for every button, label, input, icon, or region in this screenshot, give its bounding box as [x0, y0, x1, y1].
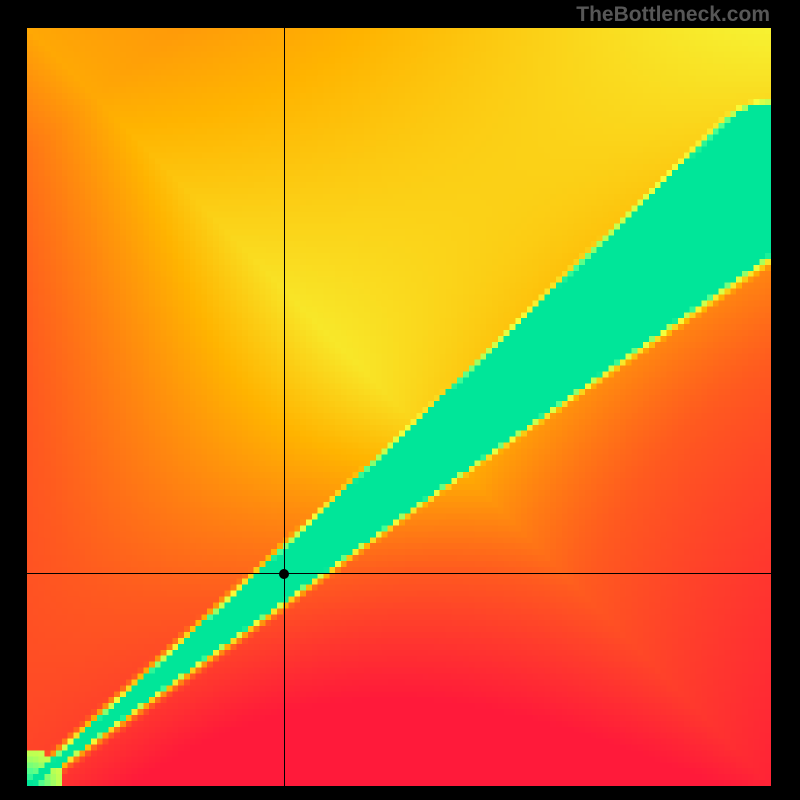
crosshair-vertical: [284, 28, 285, 786]
bottleneck-heatmap: [27, 28, 771, 786]
watermark-text: TheBottleneck.com: [576, 3, 770, 27]
crosshair-horizontal: [27, 573, 771, 574]
